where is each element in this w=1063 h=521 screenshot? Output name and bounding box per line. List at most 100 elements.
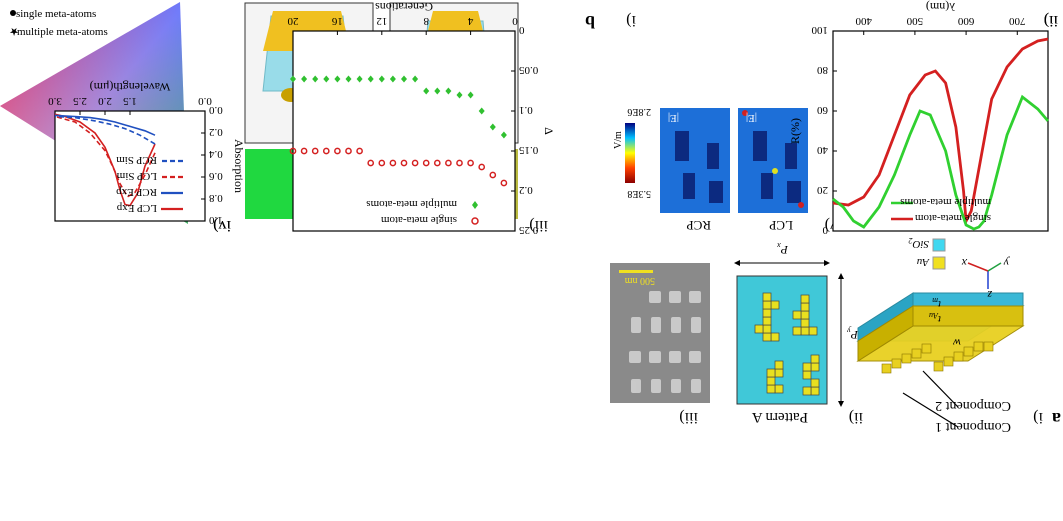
pattern-a-blocks [754, 292, 820, 396]
sem-features [629, 291, 701, 393]
legend-au-label: Au [916, 256, 930, 268]
scalebar-label: 500 nm [625, 275, 656, 286]
delta-series-multiple-meta-atoms-point [467, 91, 474, 99]
legend-multiple-marker: ★ [9, 25, 19, 37]
delta-ytick-label: 0.2 [519, 184, 533, 196]
delta-series-single-meta-atom-point [367, 159, 375, 167]
colorbar-min: 5.3E8 [627, 188, 651, 199]
legend-single-label: single meta-atoms [16, 8, 96, 20]
refl-legend-label: single meta-atom [914, 212, 991, 224]
au-layer-side [857, 305, 914, 362]
panel-b-iii-label: iii) [529, 217, 548, 234]
refl-xtick-label: 500 [906, 15, 923, 27]
component1-label: Component 1 [935, 419, 1011, 434]
delta-series-single-meta-atom-point [289, 147, 297, 155]
refl-ytick-label: 0 [822, 224, 828, 236]
delta-xtick-label: 8 [423, 15, 429, 27]
absorption-series-lcp-exp-line [54, 113, 156, 207]
delta-ylabel: Δ [542, 127, 556, 135]
delta-xtick-label: 12 [376, 15, 387, 27]
delta-series-multiple-meta-atoms-point [312, 75, 319, 83]
absorption-xlabel: Wavelength(μm) [90, 80, 171, 94]
delta-series-single-meta-atom-point [356, 147, 363, 155]
delta-legend-label: multiple meta-atoms [366, 198, 457, 210]
w-label: w [953, 336, 961, 350]
t-au-label: tAu [929, 311, 941, 325]
delta-series-single-meta-atom-point [345, 147, 352, 155]
delta-xtick-label: 4 [467, 15, 473, 27]
panel-b-iv-label: iv) [213, 217, 231, 234]
delta-series-multiple-meta-atoms-point [389, 75, 396, 83]
delta-ytick-label: 0.05 [519, 64, 539, 76]
delta-series-single-meta-atom-point [467, 159, 474, 167]
delta-series-multiple-meta-atoms-point [356, 75, 363, 83]
panel-a-iv-label: iv) [213, 217, 231, 234]
panel-a-ii-label: ii) [849, 409, 863, 426]
delta-series-multiple-meta-atoms-point [334, 75, 341, 83]
delta-series-single-meta-atom-point [378, 159, 386, 167]
axis-z-label: z [987, 288, 993, 302]
panel-a-iii: iii) 500 nm [610, 263, 710, 426]
absorption-series-lcp-sim-line [54, 115, 156, 198]
px-label: Px [777, 241, 789, 257]
delta-xlabel: Generations [375, 0, 433, 14]
delta-series-single-meta-atom-point [334, 147, 341, 155]
delta-series-multiple-meta-atoms-point [301, 75, 308, 83]
refl-xtick-label: 400 [855, 15, 872, 27]
rcp-field-label: |E| [668, 112, 679, 124]
delta-series-multiple-meta-atoms-point [323, 75, 330, 83]
absorption-ytick-label: 1.0 [209, 214, 223, 226]
delta-xtick-label: 20 [287, 15, 299, 27]
refl-ylabel: R(%) [788, 118, 802, 144]
absorption-legend-label: LCP Exp [116, 202, 157, 214]
delta-series-multiple-meta-atoms-point [456, 91, 463, 99]
absorption-ylabel: Absorption [232, 139, 246, 193]
delta-series-single-meta-atom-point [400, 159, 408, 167]
meta-atom-blocks [881, 341, 994, 374]
delta-ytick-label: 0.25 [519, 224, 539, 236]
lcp-map-features [753, 131, 801, 203]
delta-ytick-label: 0.1 [519, 104, 533, 116]
refl-xtick-label: 600 [957, 15, 974, 27]
refl-xlabel: λ(nm) [926, 0, 955, 14]
delta-ytick-label: 0.15 [519, 144, 539, 156]
delta-series-single-meta-atom-point [411, 159, 419, 167]
refl-series-single-meta-atom-line [832, 37, 1049, 226]
absorption-xtick-label: 2.0 [98, 95, 112, 107]
delta-series-multiple-meta-atoms-point [412, 75, 419, 83]
absorption-xtick-label: 1.5 [123, 95, 137, 107]
delta-series-multiple-meta-atoms-point [345, 75, 352, 83]
delta-series-single-meta-atom-point [456, 159, 463, 167]
absorption-series-rcp-exp-line [54, 114, 156, 136]
refl-series-multiple-meta-atoms-line [832, 94, 1050, 231]
legend-au-swatch [932, 256, 946, 270]
legend-sio2-label: SiO2 [909, 236, 930, 250]
refl-ytick-label: 40 [817, 144, 829, 156]
delta-series-single-meta-atom-point [489, 171, 497, 179]
rcp-map-features [675, 131, 723, 203]
rcp-map-title: RCP [686, 218, 711, 233]
delta-series-single-meta-atom-point [322, 147, 330, 155]
absorption-series-rcp-sim-line [54, 115, 156, 145]
panel-b-ii-label: ii) [1044, 12, 1058, 29]
delta-series-multiple-meta-atoms-point [290, 75, 296, 83]
legend-sio2-swatch [932, 238, 946, 252]
panel-a-letter: a [1052, 409, 1061, 429]
delta-legend-label: single meta-atom [380, 214, 457, 226]
coordinate-axes [967, 262, 1002, 289]
component2-label: Component 2 [935, 398, 1011, 413]
delta-ytick-label: 0 [519, 24, 525, 36]
delta-series-multiple-meta-atoms-point [489, 123, 496, 131]
absorption-legend-label: LCP Sim [116, 170, 157, 182]
delta-plot-frame [292, 30, 516, 232]
delta-xtick-label: 16 [331, 15, 343, 27]
delta-legend-marker [472, 201, 478, 209]
refl-ytick-label: 20 [817, 184, 829, 196]
delta-series-multiple-meta-atoms-point [445, 87, 452, 95]
delta-xtick-label: 0 [512, 15, 518, 27]
delta-series-single-meta-atom-point [389, 159, 397, 167]
delta-series-single-meta-atom-point [422, 159, 430, 167]
absorption-xtick-label: 3.0 [48, 95, 62, 107]
